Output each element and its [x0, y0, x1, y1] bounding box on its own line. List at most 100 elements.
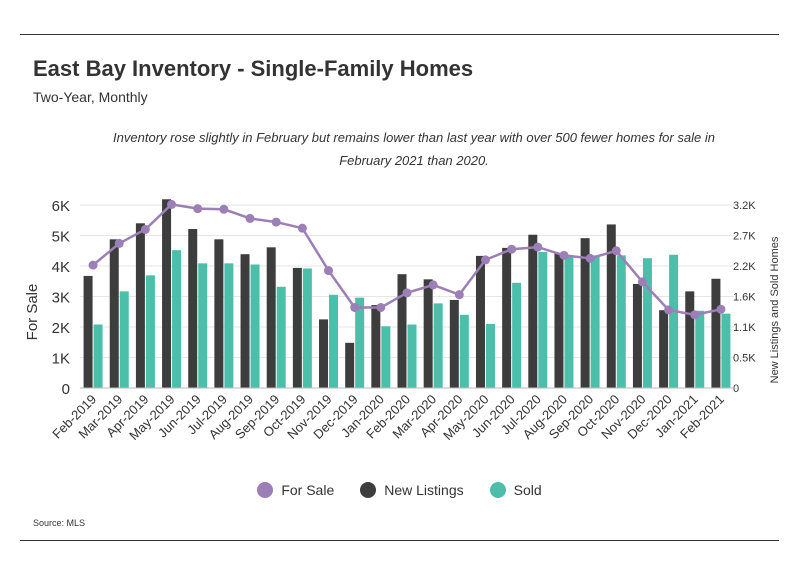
- y2-tick-label: 0: [733, 383, 739, 395]
- bar-new-listings: [266, 247, 276, 388]
- bar-new-listings: [371, 305, 381, 388]
- bar-new-listings: [659, 310, 669, 388]
- y-tick-label: 5K: [52, 229, 70, 246]
- y2-tick-label: 2.2K: [733, 261, 756, 273]
- bar-new-listings: [502, 247, 512, 388]
- chart-title: East Bay Inventory - Single-Family Homes: [33, 56, 474, 81]
- bar-new-listings: [345, 342, 355, 388]
- bar-new-listings: [162, 199, 172, 388]
- bar-sold: [355, 297, 365, 388]
- bar-sold: [119, 291, 129, 388]
- bar-new-listings: [711, 278, 721, 388]
- for-sale-point: [428, 280, 438, 290]
- for-sale-point: [611, 246, 621, 256]
- y2-tick-label: 1.1K: [733, 322, 756, 334]
- bar-sold: [721, 313, 731, 388]
- bar-sold: [669, 254, 679, 388]
- for-sale-point: [480, 255, 490, 265]
- bar-sold: [302, 268, 312, 388]
- legend-label-for-sale: For Sale: [281, 482, 335, 498]
- y-tick-label: 6K: [52, 198, 70, 215]
- y-tick-label: 3K: [52, 290, 70, 307]
- for-sale-point: [402, 288, 412, 298]
- bar-new-listings: [449, 299, 459, 388]
- y-axis-label: For Sale: [24, 284, 41, 341]
- bar-sold: [198, 263, 208, 388]
- bar-sold: [381, 326, 391, 388]
- bar-sold: [145, 275, 155, 388]
- for-sale-point: [167, 199, 177, 209]
- bar-sold: [250, 264, 260, 388]
- legend-swatch-for-sale: [257, 482, 274, 498]
- bar-sold: [538, 251, 548, 388]
- legend: For Sale New Listings Sold: [0, 482, 799, 498]
- bar-new-listings: [423, 279, 433, 388]
- for-sale-point: [114, 238, 124, 248]
- for-sale-point: [716, 304, 726, 314]
- y2-tick-label: 1.6K: [733, 292, 756, 304]
- for-sale-point: [454, 290, 464, 300]
- legend-swatch-sold: [489, 482, 506, 498]
- chart-annotation: Inventory rose slightly in February but …: [113, 130, 715, 168]
- bars-layer: [83, 199, 731, 388]
- bar-sold: [433, 303, 443, 388]
- for-sale-line: [92, 203, 722, 317]
- for-sale-point: [88, 260, 98, 270]
- right-axis: 0 0.5K 1.1K 1.6K 2.2K 2.7K 3.2K: [733, 200, 756, 395]
- bar-new-listings: [240, 254, 250, 388]
- chart-subtitle: Two-Year, Monthly: [33, 89, 148, 105]
- bar-new-listings: [580, 238, 590, 388]
- legend-item-for-sale: For Sale: [257, 482, 334, 498]
- bar-new-listings: [135, 223, 145, 388]
- bar-new-listings: [606, 224, 616, 388]
- source-note: Source: MLS: [33, 518, 86, 528]
- bar-sold: [224, 263, 234, 388]
- bar-sold: [407, 324, 417, 388]
- top-rule: [20, 34, 779, 35]
- for-sale-point: [193, 204, 203, 214]
- y2-tick-label: 3.2K: [733, 200, 756, 212]
- legend-item-sold: Sold: [489, 482, 542, 498]
- for-sale-point: [690, 310, 700, 320]
- for-sale-point: [350, 302, 360, 312]
- bar-new-listings: [397, 274, 407, 388]
- y-tick-label: 2K: [52, 320, 70, 337]
- for-sale-point: [507, 244, 517, 254]
- bar-new-listings: [475, 255, 485, 388]
- bar-sold: [590, 255, 600, 388]
- bar-sold: [485, 323, 495, 388]
- bar-sold: [695, 310, 705, 388]
- bar-sold: [459, 314, 469, 388]
- for-sale-point: [297, 223, 307, 233]
- y-tick-label: 1K: [52, 351, 70, 368]
- left-axis: 0 1K 2K 3K 4K 5K 6K: [52, 198, 70, 398]
- for-sale-point: [219, 204, 229, 214]
- x-axis: Feb-2019Mar-2019Apr-2019May-2019Jun-2019…: [49, 387, 734, 443]
- y2-tick-label: 2.7K: [733, 231, 756, 243]
- for-sale-point: [637, 277, 647, 287]
- bottom-rule: [20, 540, 779, 541]
- for-sale-point: [533, 242, 543, 252]
- bar-new-listings: [109, 239, 119, 388]
- bar-new-listings: [188, 229, 198, 388]
- y-tick-label: 4K: [52, 259, 70, 276]
- bar-new-listings: [528, 234, 538, 388]
- for-sale-point: [559, 250, 569, 260]
- for-sale-line-layer: [88, 199, 726, 320]
- bar-sold: [616, 255, 626, 388]
- bar-sold: [172, 250, 182, 388]
- bar-sold: [512, 282, 522, 388]
- bar-sold: [564, 256, 574, 388]
- bar-new-listings: [632, 283, 642, 388]
- bar-sold: [642, 258, 652, 388]
- bar-new-listings: [292, 267, 302, 388]
- for-sale-point: [245, 213, 255, 223]
- for-sale-point: [140, 224, 150, 234]
- for-sale-point: [376, 302, 386, 312]
- for-sale-point: [664, 305, 674, 315]
- bar-new-listings: [319, 319, 329, 388]
- legend-swatch-new-listings: [360, 482, 377, 498]
- legend-label-new-listings: New Listings: [384, 482, 464, 498]
- y2-axis-label: New Listings and Sold Homes: [769, 236, 781, 383]
